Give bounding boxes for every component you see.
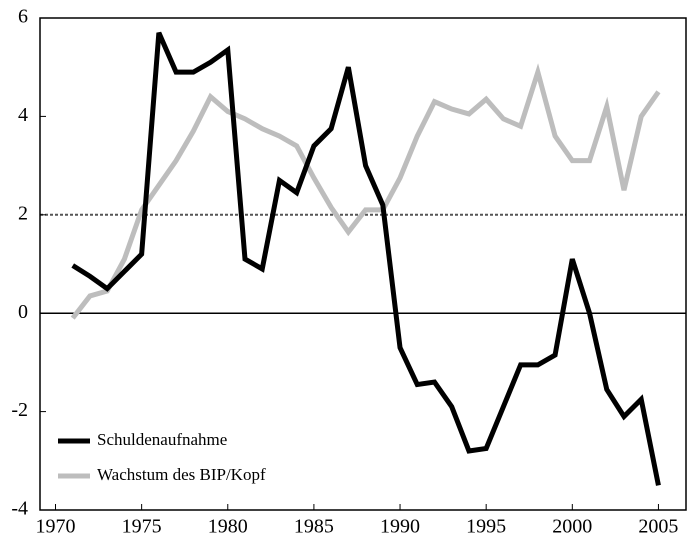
- y-tick-label: -2: [11, 399, 28, 421]
- x-tick-label: 1995: [466, 516, 506, 538]
- y-tick-label: 4: [18, 104, 28, 126]
- plot-frame: [39, 17, 687, 511]
- x-tick-label: 1990: [380, 516, 420, 538]
- x-tick-label: 1975: [122, 516, 162, 538]
- series-line: [70, 63, 661, 320]
- y-tick-label: 6: [18, 6, 28, 28]
- x-tick-label: 2000: [552, 516, 592, 538]
- legend-label: Wachstum des BIP/Kopf: [97, 465, 266, 484]
- x-tick-label: 2005: [638, 516, 678, 538]
- x-tick-label: 1985: [294, 516, 334, 538]
- legend-label: Schuldenaufnahme: [97, 430, 227, 449]
- x-tick-label: 1980: [208, 516, 248, 538]
- series-line: [71, 31, 661, 486]
- y-tick-label: -4: [11, 498, 28, 520]
- y-tick-label: 2: [18, 202, 28, 224]
- x-tick-label: 1970: [36, 516, 76, 538]
- y-tick-label: 0: [18, 301, 28, 323]
